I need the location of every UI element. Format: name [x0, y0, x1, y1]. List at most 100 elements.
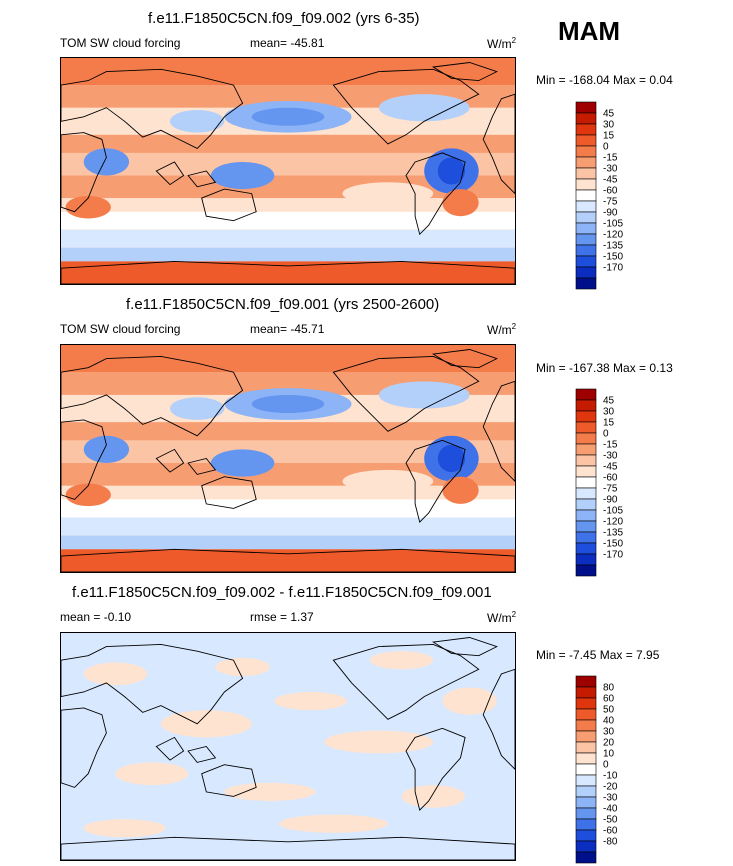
colorbar-box	[575, 752, 597, 765]
colorbar-level-label: -135	[603, 241, 623, 252]
colorbar-level-label: -120	[603, 230, 623, 241]
colorbar-box	[575, 178, 597, 191]
colorbar-level-label: 0	[603, 429, 609, 440]
colorbar-box	[575, 542, 597, 555]
colorbar-level-label: -45	[603, 462, 618, 473]
season-label: MAM	[558, 16, 621, 46]
colorbar-box	[575, 763, 597, 776]
colorbar-box	[575, 211, 597, 224]
colorbar-box	[575, 266, 597, 279]
panel-1-minmax: Min = -168.04 Max = 0.04	[536, 73, 673, 87]
colorbar-box	[575, 851, 597, 864]
colorbar-box	[575, 255, 597, 268]
colorbar-level-label: -60	[603, 473, 618, 484]
colorbar-box	[575, 697, 597, 710]
colorbar-level-label: -80	[603, 837, 618, 848]
colorbar-level-label: 15	[603, 131, 615, 142]
colorbar-box	[575, 741, 597, 754]
colorbar-box	[575, 134, 597, 147]
panel-3-title: f.e11.F1850C5CN.f09_f09.002 - f.e11.F185…	[72, 584, 492, 601]
colorbar-box	[575, 564, 597, 577]
colorbar-box	[575, 520, 597, 533]
colorbar-level-label: -10	[603, 771, 618, 782]
panel-3-units: W/m2	[487, 610, 517, 625]
colorbar-level-label: -40	[603, 804, 618, 815]
colorbar-box	[575, 531, 597, 544]
panel-2-units: W/m2	[487, 322, 517, 337]
colorbar-level-label: -170	[603, 263, 623, 274]
colorbar-box	[575, 167, 597, 180]
panel-1-left-label: TOM SW cloud forcing	[60, 36, 181, 50]
colorbar-box	[575, 498, 597, 511]
colorbar-box	[575, 818, 597, 831]
colorbar-box	[575, 189, 597, 202]
colorbar-level-label: -150	[603, 539, 623, 550]
colorbar-box	[575, 509, 597, 522]
colorbar-level-label: 50	[603, 705, 615, 716]
colorbar-box	[575, 730, 597, 743]
colorbar-level-label: 45	[603, 396, 615, 407]
colorbar-level-label: -30	[603, 451, 618, 462]
colorbar-level-label: -105	[603, 219, 623, 230]
colorbar-level-label: 30	[603, 120, 615, 131]
colorbar-box	[575, 432, 597, 445]
panel-2-title: f.e11.F1850C5CN.f09_f09.001 (yrs 2500-26…	[126, 296, 440, 313]
colorbar-level-label: -105	[603, 506, 623, 517]
colorbar-level-label: -120	[603, 517, 623, 528]
colorbar-box	[575, 785, 597, 798]
panel-1-units: W/m2	[487, 36, 517, 51]
panel-3-rmse: rmse = 1.37	[250, 610, 314, 624]
colorbar-level-label: 45	[603, 109, 615, 120]
colorbar-box	[575, 708, 597, 721]
colorbar-level-label: 15	[603, 418, 615, 429]
panel-2-left-label: TOM SW cloud forcing	[60, 322, 181, 336]
colorbar-box	[575, 454, 597, 467]
colorbar-level-label: -75	[603, 484, 618, 495]
colorbar-box	[575, 487, 597, 500]
panel-2-map	[60, 344, 516, 573]
colorbar-box	[575, 840, 597, 853]
panel-3-minmax: Min = -7.45 Max = 7.95	[536, 648, 660, 662]
panel-1-title: f.e11.F1850C5CN.f09_f09.002 (yrs 6-35)	[148, 10, 420, 27]
colorbar-box	[575, 829, 597, 842]
colorbar-box	[575, 476, 597, 489]
colorbar-box	[575, 277, 597, 290]
colorbar-box	[575, 410, 597, 423]
panel-2-colorbar: 4530150-15-30-45-60-75-90-105-120-135-15…	[575, 388, 623, 577]
colorbar-box	[575, 101, 597, 114]
colorbar-box	[575, 233, 597, 246]
colorbar-box	[575, 719, 597, 732]
colorbar-level-label: 40	[603, 716, 615, 727]
colorbar-box	[575, 421, 597, 434]
colorbar-box	[575, 399, 597, 412]
colorbar-box	[575, 675, 597, 688]
colorbar-level-label: -30	[603, 793, 618, 804]
colorbar-level-label: -45	[603, 175, 618, 186]
colorbar-level-label: 80	[603, 683, 615, 694]
colorbar-level-label: -15	[603, 153, 618, 164]
colorbar-box	[575, 222, 597, 235]
colorbar-level-label: 20	[603, 738, 615, 749]
colorbar-box	[575, 145, 597, 158]
panel-1-colorbar: 4530150-15-30-45-60-75-90-105-120-135-15…	[575, 101, 623, 290]
colorbar-level-label: 0	[603, 142, 609, 153]
panel-3-map	[60, 632, 516, 861]
colorbar-level-label: -135	[603, 528, 623, 539]
colorbar-level-label: -150	[603, 252, 623, 263]
colorbar-level-label: -90	[603, 208, 618, 219]
colorbar-level-label: -60	[603, 826, 618, 837]
colorbar-level-label: 0	[603, 760, 609, 771]
colorbar-box	[575, 686, 597, 699]
colorbar-level-label: -30	[603, 164, 618, 175]
colorbar-box	[575, 388, 597, 401]
colorbar-box	[575, 200, 597, 213]
colorbar-level-label: -15	[603, 440, 618, 451]
colorbar-level-label: -50	[603, 815, 618, 826]
colorbar-level-label: -90	[603, 495, 618, 506]
colorbar-level-label: 30	[603, 727, 615, 738]
colorbar-level-label: 30	[603, 407, 615, 418]
panel-2-mean: mean= -45.71	[250, 322, 325, 336]
colorbar-box	[575, 774, 597, 787]
colorbar-box	[575, 112, 597, 125]
